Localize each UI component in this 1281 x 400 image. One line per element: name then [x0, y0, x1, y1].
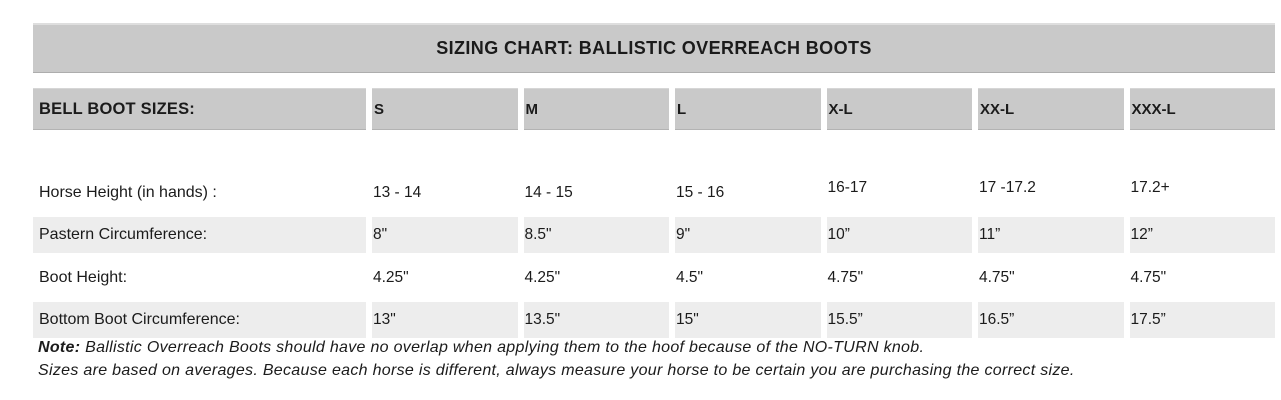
cell-value: 10”: [826, 217, 972, 253]
cell-value: 11”: [978, 217, 1124, 253]
cell-value: 4.75": [1130, 268, 1167, 286]
cell-value: 16.5”: [978, 302, 1124, 338]
cell-value: 9": [675, 217, 821, 253]
row-label: Horse Height (in hands) :: [39, 183, 217, 201]
sizing-chart-table: SIZING CHART: BALLISTIC OVERREACH BOOTS …: [27, 23, 1281, 338]
size-column-header-xl: X-L: [826, 88, 972, 130]
footnote-line1: Ballistic Overreach Boots should have no…: [85, 339, 925, 356]
cell-value: 14 - 15: [524, 183, 573, 201]
table-row-horse-height: Horse Height (in hands) : 13 - 14 14 - 1…: [33, 173, 1275, 212]
chart-title: SIZING CHART: BALLISTIC OVERREACH BOOTS: [33, 23, 1275, 73]
table-row-bottom-boot-circumference: Bottom Boot Circumference: 13" 13.5" 15"…: [33, 302, 1275, 338]
row-label: Pastern Circumference:: [33, 217, 366, 253]
size-column-header-m: M: [523, 88, 669, 130]
cell-value: 4.5": [676, 268, 704, 286]
cell-value: 4.25": [524, 268, 561, 286]
cell-value: 17 -17.2: [979, 178, 1036, 196]
table-row-boot-height: Boot Height: 4.25" 4.25" 4.5" 4.75" 4.75…: [33, 258, 1275, 297]
cell-value: 13": [372, 302, 518, 338]
cell-value: 16-17: [827, 178, 868, 196]
cell-value: 12”: [1129, 217, 1275, 253]
cell-value: 15.5”: [826, 302, 972, 338]
row-label: Boot Height:: [39, 268, 128, 286]
cell-value: 13 - 14: [373, 183, 422, 201]
header-row: BELL BOOT SIZES: S M L X-L XX-L XXX-L: [33, 88, 1275, 130]
footnote-label: Note:: [38, 339, 81, 356]
size-column-header-l: L: [675, 88, 821, 130]
footnote-line2: Sizes are based on averages. Because eac…: [38, 362, 1075, 379]
row-label: Bottom Boot Circumference:: [33, 302, 366, 338]
cell-value: 8": [372, 217, 518, 253]
spacer-row: [33, 73, 1275, 88]
footnote: Note: Ballistic Overreach Boots should h…: [38, 336, 1248, 382]
cell-value: 4.75": [827, 268, 864, 286]
title-row: SIZING CHART: BALLISTIC OVERREACH BOOTS: [33, 23, 1275, 73]
cell-value: 4.75": [979, 268, 1015, 286]
cell-value: 8.5": [523, 217, 669, 253]
cell-value: 15": [675, 302, 821, 338]
size-column-header-xxl: XX-L: [978, 88, 1124, 130]
cell-value: 4.25": [373, 268, 409, 286]
cell-value: 17.5”: [1129, 302, 1275, 338]
spacer-row: [33, 130, 1275, 173]
size-column-header-s: S: [372, 88, 518, 130]
cell-value: 13.5": [523, 302, 669, 338]
cell-value: 15 - 16: [676, 183, 725, 201]
size-column-header-xxxl: XXX-L: [1129, 88, 1275, 130]
header-label: BELL BOOT SIZES:: [33, 88, 366, 130]
cell-value: 17.2+: [1130, 178, 1170, 196]
table-row-pastern-circumference: Pastern Circumference: 8" 8.5" 9" 10” 11…: [33, 217, 1275, 253]
